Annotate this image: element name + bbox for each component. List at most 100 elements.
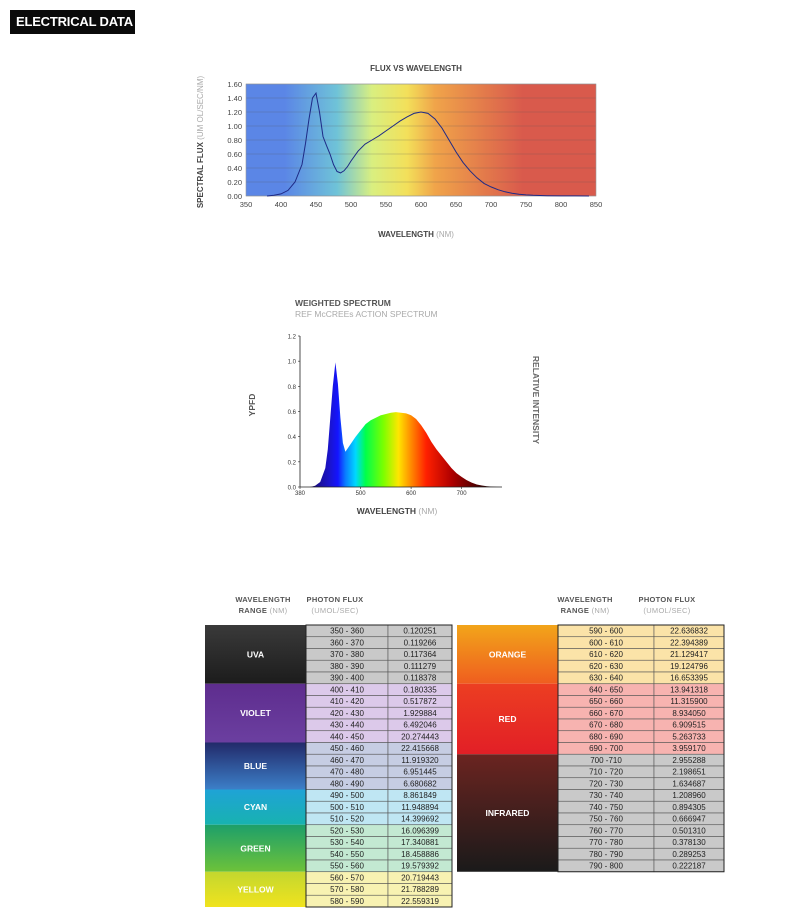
x-tick-label: 600 (415, 200, 428, 209)
y-axis-label-main: SPECTRAL FLUX (196, 141, 205, 208)
value-text: 2.955288 (672, 756, 706, 765)
flux-series-line (266, 91, 590, 197)
x-tick-label: 850 (590, 200, 603, 209)
category-label: VIOLET (240, 708, 272, 718)
y-tick-label: 0.80 (227, 136, 242, 145)
value-text: 6.951445 (403, 768, 437, 777)
range-text: 470 - 480 (330, 768, 364, 777)
value-text: 6.909515 (672, 721, 706, 730)
category-label: BLUE (244, 761, 267, 771)
chart-title: WEIGHTED SPECTRUM (295, 298, 391, 308)
x-tick-label: 750 (520, 200, 533, 209)
flux-vs-wavelength-chart: 0.00 0.20 0.40 0.60 0.80 1.00 1.20 1.40 1.60 350… (196, 64, 603, 239)
table-row: 650 - 660 11.315900 (557, 695, 725, 708)
range-text: 670 - 680 (589, 721, 623, 730)
range-text: 710 - 720 (589, 768, 623, 777)
category-label: UVA (247, 649, 264, 659)
table-row: 590 - 600 22.636832 (557, 624, 725, 638)
table-row: 750 - 760 0.666947 (557, 812, 725, 826)
range-text: 790 - 800 (589, 862, 623, 871)
value-text: 6.492046 (403, 721, 437, 730)
range-text: 380 - 390 (330, 662, 364, 671)
range-text: 600 - 610 (589, 638, 623, 647)
range-text: 700 -710 (590, 756, 622, 765)
table-row: 480 - 490 6.680682 (305, 777, 453, 790)
y-axis-label: SPECTRAL FLUX (UM OL/SEC/NM) (196, 76, 205, 209)
value-text: 0.501310 (672, 826, 706, 835)
table-row: 620 - 630 19.124796 (557, 659, 725, 673)
range-text: 500 - 510 (330, 803, 364, 812)
header-photon-flux: PHOTON FLUX (306, 595, 364, 604)
section-title: ELECTRICAL DATA (10, 10, 135, 34)
range-text: 360 - 370 (330, 638, 364, 647)
y-tick-labels: 0.0 0.2 0.4 0.6 0.8 1.0 1.2 (288, 335, 300, 492)
table-row: 700 -710 2.955288 (557, 753, 725, 767)
table-row: 460 - 470 11.919320 (305, 753, 453, 767)
value-text: 22.559319 (401, 897, 439, 906)
range-text: 730 - 740 (589, 791, 623, 800)
value-text: 3.959170 (672, 744, 706, 753)
range-text: 680 - 690 (589, 732, 623, 741)
table-border (557, 624, 725, 873)
x-tick-label: 350 (240, 200, 253, 209)
y-tick-labels: 0.00 0.20 0.40 0.60 0.80 1.00 1.20 1.40 1.60 (227, 80, 242, 201)
table-row: 410 - 420 0.517872 (305, 695, 453, 708)
value-text: 0.894305 (672, 803, 706, 812)
value-text: 16.653395 (670, 674, 708, 683)
value-text: 17.340881 (401, 838, 439, 847)
x-axis-label-main: WAVELENGTH (357, 506, 416, 516)
header-photon-unit: (UMOL/SEC) (311, 606, 359, 615)
value-text: 0.378130 (672, 838, 706, 847)
y-tick-label: 1.20 (227, 108, 242, 117)
value-text: 11.919320 (401, 756, 439, 765)
range-text: 520 - 530 (330, 826, 364, 835)
category-band-yellow (205, 871, 306, 907)
table-row: 580 - 590 22.559319 (305, 894, 453, 908)
range-text: 400 - 410 (330, 685, 364, 694)
table-row: 770 - 780 0.378130 (557, 836, 725, 849)
range-text: 390 - 400 (330, 674, 364, 683)
table-row: 490 - 500 8.861849 (305, 789, 453, 802)
range-text: 620 - 630 (589, 662, 623, 671)
value-text: 21.788289 (401, 885, 439, 894)
x-tick-label: 700 (485, 200, 498, 209)
table-row: 430 - 440 6.492046 (305, 718, 453, 732)
x-tick-label: 500 (356, 491, 367, 497)
range-text: 650 - 660 (589, 697, 623, 706)
range-text: 690 - 700 (589, 744, 623, 753)
table-row: 520 - 530 16.096399 (305, 824, 453, 837)
range-text: 540 - 550 (330, 850, 364, 859)
category-label: YELLOW (237, 884, 274, 894)
table-row: 380 - 390 0.111279 (305, 659, 453, 673)
photon-flux-header-left: PHOTON FLUX (UMOL/SEC) (298, 594, 372, 616)
range-text: 590 - 600 (589, 627, 623, 636)
value-text: 11.948894 (401, 803, 439, 812)
table-row: 360 - 370 0.119266 (305, 636, 453, 649)
header-range-unit: (NM) (591, 606, 610, 615)
range-text: 420 - 430 (330, 709, 364, 718)
value-text: 0.111279 (404, 662, 437, 671)
category-band-infrared (457, 754, 558, 872)
x-tick-label: 700 (457, 491, 468, 497)
y-tick-label: 0.6 (288, 410, 297, 416)
range-text: 480 - 490 (330, 779, 364, 788)
table-row: 640 - 650 13.941318 (557, 683, 725, 696)
table-row: 760 - 770 0.501310 (557, 824, 725, 837)
table-row: 560 - 570 20.719443 (305, 871, 453, 884)
y-tick-label: 1.2 (288, 335, 297, 341)
x-axis-label-unit: (NM) (436, 230, 454, 239)
value-text: 1.929884 (403, 709, 437, 718)
value-text: 22.394389 (670, 638, 708, 647)
value-text: 20.274443 (401, 732, 439, 741)
y-tick-label: 0.8 (288, 385, 297, 391)
table-row: 630 - 640 16.653395 (557, 671, 725, 685)
value-text: 14.399692 (401, 815, 439, 824)
range-text: 430 - 440 (330, 721, 364, 730)
category-band-uva (205, 625, 306, 684)
y-tick-label: 0.40 (227, 164, 242, 173)
header-range: RANGE (560, 606, 590, 615)
range-text: 770 - 780 (589, 838, 623, 847)
value-text: 22.415668 (401, 744, 439, 753)
y-tick-label: 0.4 (288, 435, 297, 441)
